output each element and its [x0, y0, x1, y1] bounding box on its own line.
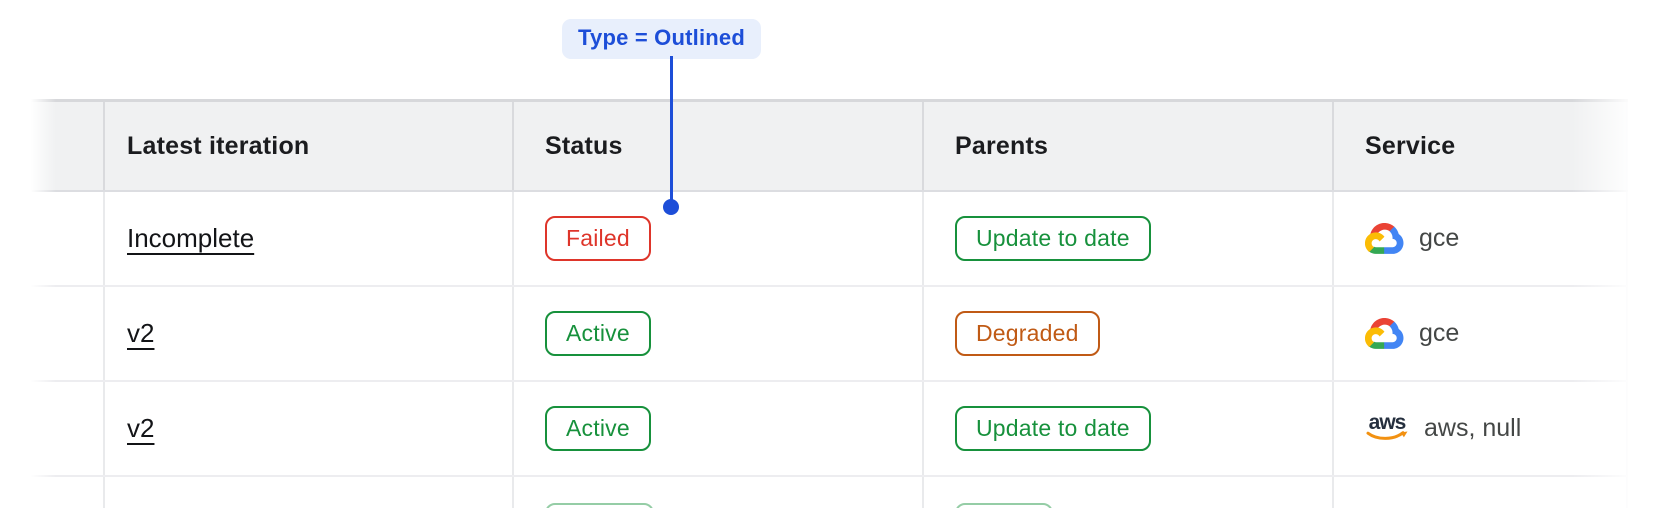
- cutoff-parents-chip: [955, 503, 1053, 508]
- annotation-pointer-dot: [663, 199, 679, 215]
- status-cell: Active: [512, 287, 922, 380]
- iteration-link[interactable]: Incomplete: [127, 223, 255, 253]
- column-header-label: Status: [545, 131, 623, 160]
- header-cell-service: Service: [1332, 102, 1628, 190]
- table-row-partial: [30, 477, 1628, 508]
- latest-iteration-cell: v2: [103, 382, 512, 475]
- service-cell: gce: [1332, 287, 1628, 380]
- service-label: gce: [1419, 224, 1460, 252]
- latest-iteration-cell: Incomplete: [103, 192, 512, 285]
- status-chip[interactable]: Active: [545, 311, 651, 356]
- parents-chip[interactable]: Update to date: [955, 216, 1151, 261]
- header-cell-status: Status: [512, 102, 922, 190]
- parents-chip[interactable]: Update to date: [955, 406, 1151, 451]
- service-label: aws, null: [1424, 414, 1522, 442]
- status-cell: Active: [512, 382, 922, 475]
- cutoff-status-chip: [545, 503, 654, 508]
- iteration-link[interactable]: v2: [127, 413, 155, 443]
- iteration-link[interactable]: v2: [127, 318, 155, 348]
- parents-cell: Degraded: [922, 287, 1332, 380]
- status-chip[interactable]: Active: [545, 406, 651, 451]
- stub-cell: [30, 192, 103, 285]
- table-header-row: Latest iteration Status Parents Service: [30, 99, 1628, 192]
- stub-cell: [30, 477, 103, 508]
- table-row: Incomplete Failed Update to date gce: [30, 192, 1628, 287]
- google-cloud-icon: [1365, 223, 1404, 254]
- table-row: v2 Active Update to date aws aws,: [30, 382, 1628, 477]
- table-row: v2 Active Degraded gce: [30, 287, 1628, 382]
- service-cell: [1332, 477, 1628, 508]
- column-header-label: Parents: [955, 131, 1049, 160]
- header-cell-parents: Parents: [922, 102, 1332, 190]
- parents-chip[interactable]: Degraded: [955, 311, 1100, 356]
- service-label: gce: [1419, 319, 1460, 347]
- latest-iteration-cell: v2: [103, 287, 512, 380]
- iterations-table: Latest iteration Status Parents Service …: [30, 99, 1628, 508]
- header-cell-stub: [30, 102, 103, 190]
- annotation-pill: Type = Outlined: [562, 19, 762, 59]
- parents-cell: [922, 477, 1332, 508]
- column-header-label: Service: [1365, 131, 1456, 160]
- header-cell-latest-iteration: Latest iteration: [103, 102, 512, 190]
- status-cell: [512, 477, 922, 508]
- service-cell: gce: [1332, 192, 1628, 285]
- status-chip[interactable]: Failed: [545, 216, 651, 261]
- latest-iteration-cell: [103, 477, 512, 508]
- stub-cell: [30, 382, 103, 475]
- column-header-label: Latest iteration: [127, 131, 310, 160]
- status-cell: Failed: [512, 192, 922, 285]
- service-cell: aws aws, null: [1332, 382, 1628, 475]
- stub-cell: [30, 287, 103, 380]
- annotation-pointer-line: [670, 56, 673, 207]
- parents-cell: Update to date: [922, 382, 1332, 475]
- parents-cell: Update to date: [922, 192, 1332, 285]
- aws-icon: aws: [1365, 412, 1409, 444]
- google-cloud-icon: [1365, 318, 1404, 349]
